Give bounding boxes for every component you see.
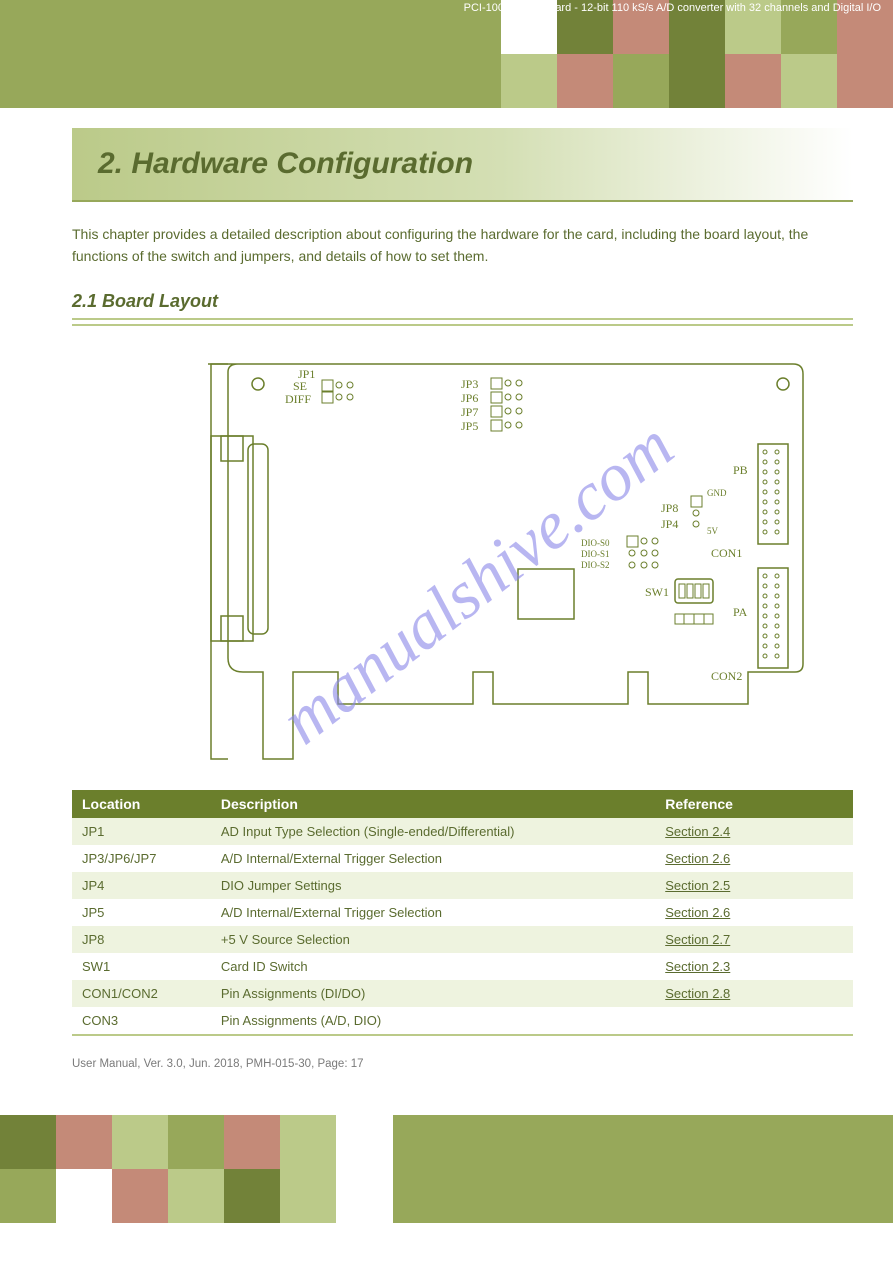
table-row: JP5A/D Internal/External Trigger Selecti… [72, 899, 853, 926]
cell-description: A/D Internal/External Trigger Selection [221, 851, 665, 866]
section-banner: 2. Hardware Configuration [72, 128, 853, 202]
reference-link[interactable]: Section 2.7 [665, 932, 730, 947]
reference-link[interactable]: Section 2.6 [665, 905, 730, 920]
reference-link[interactable]: Section 2.6 [665, 851, 730, 866]
svg-text:SW1: SW1 [645, 585, 669, 599]
cell-reference: Section 2.3 [665, 959, 843, 974]
cell-location: JP4 [82, 878, 221, 893]
board-layout-diagram: JP1 SE DIFF JP3 JP6 JP7 JP5 GND JP8 JP4 … [93, 344, 833, 794]
table-row: SW1Card ID SwitchSection 2.3 [72, 953, 853, 980]
svg-text:5V: 5V [707, 526, 719, 536]
footer-deco [0, 1115, 893, 1223]
cell-reference: Section 2.5 [665, 878, 843, 893]
svg-text:DIO-S2: DIO-S2 [581, 560, 610, 570]
reference-link[interactable]: Section 2.8 [665, 986, 730, 1001]
table-row: JP1AD Input Type Selection (Single-ended… [72, 818, 853, 845]
header-tiles-top [501, 0, 893, 108]
svg-text:JP4: JP4 [661, 517, 678, 531]
col-reference: Reference [665, 796, 843, 812]
svg-text:JP8: JP8 [661, 501, 678, 515]
header-deco-top: PCI-1002 Series Card - 12-bit 110 kS/s A… [0, 0, 893, 108]
svg-text:JP5: JP5 [461, 419, 478, 433]
reference-link[interactable]: Section 2.4 [665, 824, 730, 839]
svg-text:GND: GND [707, 488, 727, 498]
cell-location: JP1 [82, 824, 221, 839]
svg-text:CON2: CON2 [711, 669, 742, 683]
cell-description: Card ID Switch [221, 959, 665, 974]
col-location: Location [82, 796, 221, 812]
svg-text:PB: PB [733, 463, 748, 477]
cell-description: DIO Jumper Settings [221, 878, 665, 893]
cell-reference: Section 2.4 [665, 824, 843, 839]
cell-location: SW1 [82, 959, 221, 974]
col-description: Description [221, 796, 665, 812]
table-row: JP8+5 V Source SelectionSection 2.7 [72, 926, 853, 953]
table-row: JP4DIO Jumper SettingsSection 2.5 [72, 872, 853, 899]
cell-description: AD Input Type Selection (Single-ended/Di… [221, 824, 665, 839]
svg-text:JP3: JP3 [461, 377, 478, 391]
footer-note: User Manual, Ver. 3.0, Jun. 2018, PMH-01… [72, 1056, 853, 1073]
svg-text:DIO-S1: DIO-S1 [581, 549, 610, 559]
cell-location: JP5 [82, 905, 221, 920]
svg-text:JP6: JP6 [461, 391, 478, 405]
subsection-title: 2.1 Board Layout [72, 291, 853, 312]
cell-location: JP8 [82, 932, 221, 947]
section-title: 2. Hardware Configuration [98, 147, 473, 181]
doc-title: PCI-1002 Series Card - 12-bit 110 kS/s A… [464, 2, 881, 14]
cell-reference: Section 2.6 [665, 851, 843, 866]
cell-location: CON3 [82, 1013, 221, 1028]
table-header: Location Description Reference [72, 790, 853, 818]
reference-link[interactable]: Section 2.3 [665, 959, 730, 974]
reference-table: Location Description Reference JP1AD Inp… [72, 790, 853, 1036]
table-row: CON1/CON2Pin Assignments (DI/DO)Section … [72, 980, 853, 1007]
cell-location: JP3/JP6/JP7 [82, 851, 221, 866]
section-intro: This chapter provides a detailed descrip… [72, 224, 853, 267]
svg-text:DIFF: DIFF [285, 392, 311, 406]
cell-description: Pin Assignments (DI/DO) [221, 986, 665, 1001]
svg-text:CON1: CON1 [711, 546, 742, 560]
svg-text:JP7: JP7 [461, 405, 478, 419]
cell-reference: Section 2.6 [665, 905, 843, 920]
cell-reference: Section 2.7 [665, 932, 843, 947]
table-row: JP3/JP6/JP7A/D Internal/External Trigger… [72, 845, 853, 872]
table-row: CON3Pin Assignments (A/D, DIO) [72, 1007, 853, 1034]
cell-description: +5 V Source Selection [221, 932, 665, 947]
cell-location: CON1/CON2 [82, 986, 221, 1001]
svg-text:PA: PA [733, 605, 748, 619]
svg-text:DIO-S0: DIO-S0 [581, 538, 610, 548]
cell-description: A/D Internal/External Trigger Selection [221, 905, 665, 920]
cell-reference [665, 1013, 843, 1028]
reference-link[interactable]: Section 2.5 [665, 878, 730, 893]
cell-reference: Section 2.8 [665, 986, 843, 1001]
cell-description: Pin Assignments (A/D, DIO) [221, 1013, 665, 1028]
svg-text:SE: SE [293, 379, 307, 393]
